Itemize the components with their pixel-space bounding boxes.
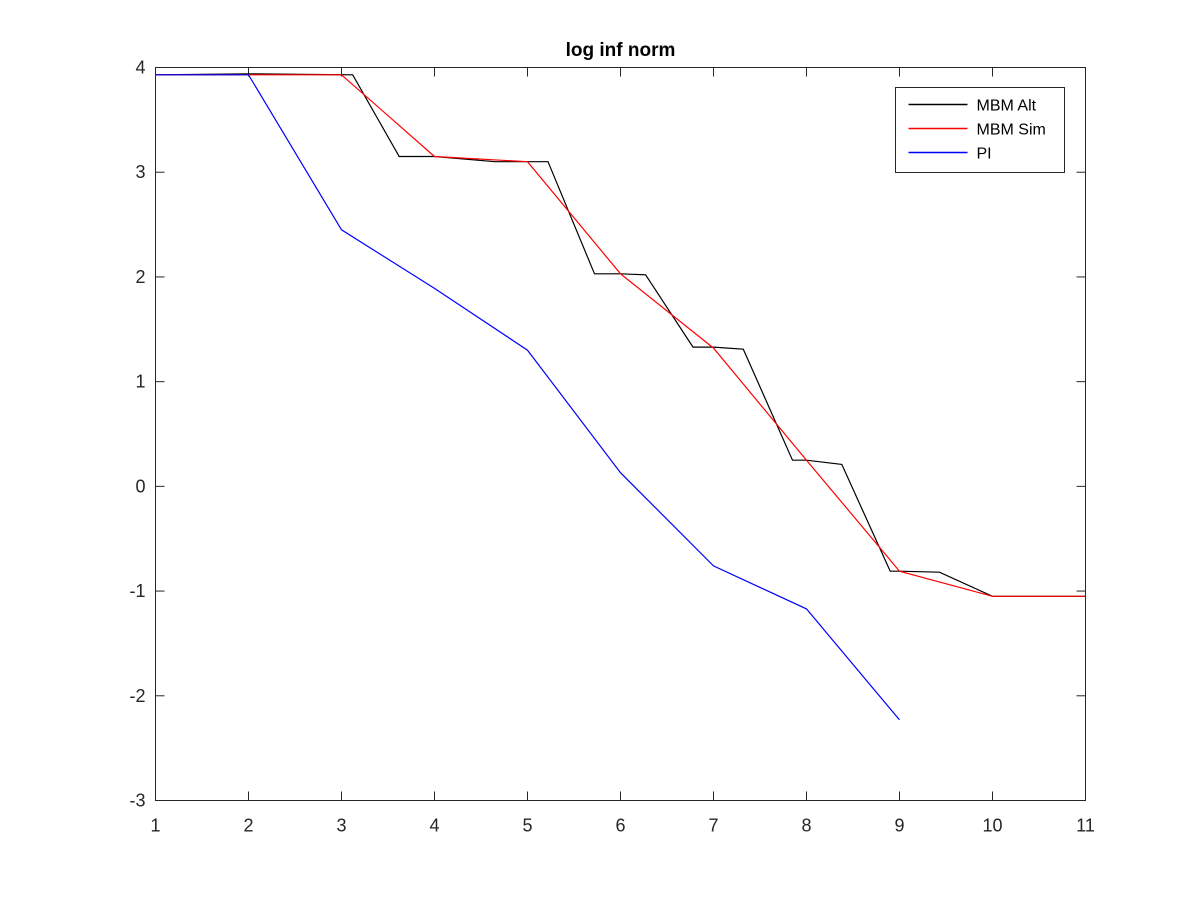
- y-tick-label: 1: [135, 372, 145, 392]
- x-tick-label: 2: [243, 816, 253, 836]
- x-tick-label: 10: [982, 816, 1002, 836]
- axes-frame: [155, 67, 1086, 801]
- y-tick-label: 0: [135, 476, 145, 496]
- legend-label-mbm-sim: MBM Sim: [977, 122, 1046, 139]
- y-tick-label: 4: [135, 58, 145, 78]
- x-tick-label: 7: [708, 816, 718, 836]
- x-tick-label: 5: [522, 816, 532, 836]
- x-tick-label: 6: [615, 816, 625, 836]
- y-tick-label: -3: [129, 791, 145, 811]
- data-series: [155, 73, 1086, 721]
- x-tick-label: 8: [801, 816, 811, 836]
- plot-area: [155, 67, 1086, 801]
- y-tick-label: 2: [135, 267, 145, 287]
- series-line-pi: [155, 74, 900, 721]
- legend-box: [895, 87, 1065, 173]
- legend: MBM Alt MBM Sim PI: [895, 87, 1065, 173]
- y-tick-label: -1: [129, 581, 145, 601]
- series-line-mbm-alt: [155, 73, 1086, 597]
- x-tick-label: 11: [1076, 816, 1095, 836]
- y-tick-label: 3: [135, 162, 145, 182]
- x-tick-label: 1: [150, 816, 160, 836]
- x-tick-label: 4: [429, 816, 439, 836]
- y-tick-label: -2: [129, 686, 145, 706]
- x-tick-label: 9: [894, 816, 904, 836]
- legend-label-pi: PI: [977, 146, 992, 163]
- series-line-mbm-sim: [155, 74, 1086, 597]
- chart-title: log inf norm: [566, 40, 676, 61]
- x-tick-label: 3: [336, 816, 346, 836]
- legend-label-mbm-alt: MBM Alt: [977, 98, 1037, 115]
